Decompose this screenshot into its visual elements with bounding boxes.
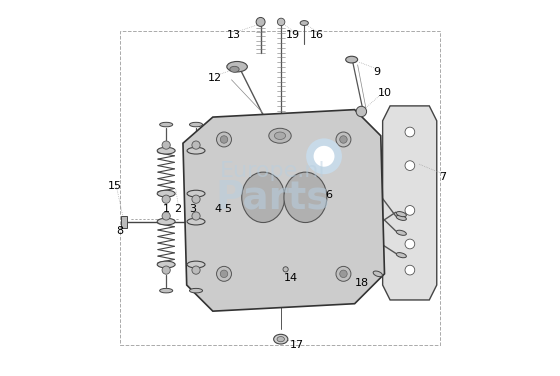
Circle shape — [217, 266, 231, 281]
Ellipse shape — [157, 190, 175, 197]
Circle shape — [192, 266, 200, 274]
Ellipse shape — [274, 334, 288, 344]
Circle shape — [162, 212, 170, 220]
Ellipse shape — [269, 128, 291, 143]
Text: 7: 7 — [439, 172, 446, 182]
Text: 9: 9 — [374, 67, 381, 77]
Circle shape — [314, 146, 334, 167]
Ellipse shape — [189, 122, 203, 127]
Text: 19: 19 — [286, 30, 300, 40]
Text: 6: 6 — [325, 191, 332, 200]
Text: 13: 13 — [226, 30, 240, 40]
Circle shape — [256, 17, 265, 26]
Circle shape — [217, 132, 231, 147]
Circle shape — [405, 127, 415, 137]
Ellipse shape — [396, 253, 407, 258]
Circle shape — [356, 106, 367, 117]
Text: 15: 15 — [108, 181, 122, 191]
Ellipse shape — [346, 56, 358, 63]
Text: 18: 18 — [355, 278, 369, 288]
Text: 12: 12 — [208, 73, 222, 83]
Circle shape — [220, 270, 228, 277]
Ellipse shape — [157, 147, 175, 154]
Circle shape — [192, 195, 200, 203]
Circle shape — [162, 195, 170, 203]
Circle shape — [192, 212, 200, 220]
Circle shape — [405, 239, 415, 249]
Text: 17: 17 — [290, 340, 304, 350]
Ellipse shape — [160, 288, 172, 293]
Text: 1: 1 — [162, 203, 170, 214]
Circle shape — [162, 141, 170, 149]
Ellipse shape — [284, 172, 327, 223]
Ellipse shape — [157, 261, 175, 268]
Ellipse shape — [227, 62, 248, 72]
Circle shape — [340, 270, 347, 277]
Ellipse shape — [157, 218, 175, 225]
Polygon shape — [183, 110, 385, 311]
Circle shape — [336, 132, 351, 147]
Ellipse shape — [242, 172, 284, 223]
Ellipse shape — [230, 66, 239, 72]
Text: Europe.nl: Europe.nl — [220, 161, 325, 181]
Text: Parts: Parts — [216, 178, 330, 216]
Text: 8: 8 — [116, 226, 124, 236]
Circle shape — [405, 206, 415, 215]
Bar — [120, 216, 127, 228]
Bar — [119, 31, 441, 345]
Ellipse shape — [396, 230, 407, 235]
Ellipse shape — [187, 190, 205, 197]
Ellipse shape — [189, 288, 203, 293]
Text: 3: 3 — [189, 203, 196, 214]
Ellipse shape — [373, 271, 382, 277]
Ellipse shape — [396, 212, 407, 217]
Circle shape — [405, 161, 415, 170]
Ellipse shape — [160, 122, 172, 127]
Circle shape — [283, 267, 288, 272]
Ellipse shape — [187, 147, 205, 154]
Ellipse shape — [277, 337, 284, 342]
Ellipse shape — [396, 215, 407, 220]
Circle shape — [220, 136, 228, 143]
Ellipse shape — [187, 218, 205, 225]
Text: 4: 4 — [215, 203, 222, 214]
Circle shape — [277, 18, 285, 26]
Text: 2: 2 — [174, 203, 181, 214]
Circle shape — [340, 136, 347, 143]
Circle shape — [405, 265, 415, 275]
Text: 10: 10 — [377, 88, 391, 98]
Text: 16: 16 — [310, 30, 324, 40]
Circle shape — [192, 141, 200, 149]
Text: 5: 5 — [224, 203, 231, 214]
Circle shape — [306, 138, 342, 174]
Ellipse shape — [187, 261, 205, 268]
Ellipse shape — [300, 21, 309, 26]
Ellipse shape — [274, 132, 286, 139]
Circle shape — [336, 266, 351, 281]
Circle shape — [162, 266, 170, 274]
Text: 14: 14 — [284, 273, 298, 283]
Polygon shape — [382, 106, 437, 300]
